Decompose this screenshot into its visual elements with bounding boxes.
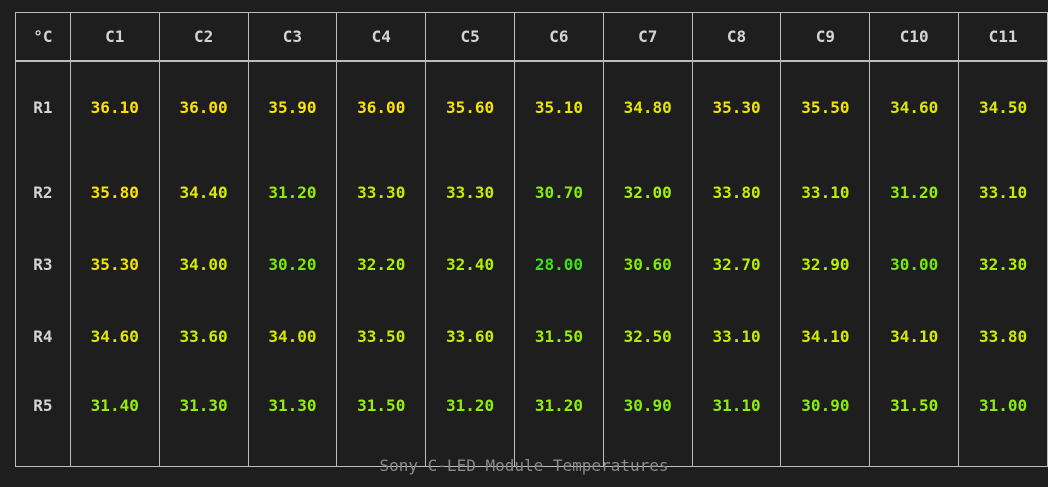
temperature-cell: 31.30 <box>247 372 338 467</box>
temperature-cell: 30.70 <box>513 156 604 228</box>
temperature-cell: 31.20 <box>425 372 515 467</box>
temperature-cell: 31.50 <box>336 372 427 467</box>
temperature-cell: 30.60 <box>602 228 693 300</box>
temperature-cell: 34.10 <box>780 300 871 372</box>
row-header: R2 <box>15 156 71 228</box>
column-header: C11 <box>958 12 1048 62</box>
temperature-cell: 31.50 <box>513 300 604 372</box>
temperature-cell: 31.40 <box>69 372 160 467</box>
row-header: R4 <box>15 300 71 372</box>
temperature-cell: 33.30 <box>425 156 515 228</box>
temperature-cell: 34.50 <box>958 60 1048 156</box>
column-header: C1 <box>69 12 160 62</box>
temperature-cell: 35.10 <box>513 60 604 156</box>
column-header: C2 <box>158 12 249 62</box>
temperature-cell: 31.20 <box>513 372 604 467</box>
table-row: R3 35.30 34.00 30.20 32.20 32.40 28.00 30.60 32.… <box>15 228 1048 300</box>
temperature-cell: 30.00 <box>869 228 960 300</box>
temperature-cell: 33.80 <box>958 300 1048 372</box>
temperature-cell: 33.30 <box>336 156 427 228</box>
column-header: C9 <box>780 12 871 62</box>
column-header: C10 <box>869 12 960 62</box>
temperature-cell: 31.20 <box>869 156 960 228</box>
temperature-cell: 35.60 <box>425 60 515 156</box>
temperature-cell: 31.10 <box>691 372 782 467</box>
temperature-cell: 34.80 <box>602 60 693 156</box>
temperature-cell: 33.80 <box>691 156 782 228</box>
temperature-cell: 33.10 <box>958 156 1048 228</box>
temperature-cell: 34.00 <box>158 228 249 300</box>
temperature-cell: 32.20 <box>336 228 427 300</box>
temperature-cell: 35.80 <box>69 156 160 228</box>
temperature-cell: 34.40 <box>158 156 249 228</box>
row-header: R3 <box>15 228 71 300</box>
temperature-cell: 28.00 <box>513 228 604 300</box>
temperature-cell: 32.00 <box>602 156 693 228</box>
temperature-cell: 30.90 <box>780 372 871 467</box>
temperature-cell: 31.20 <box>247 156 338 228</box>
temperature-cell: 32.40 <box>425 228 515 300</box>
temperature-grid: °C C1 C2 C3 C4 C5 C6 C7 C8 C9 C10 C11 R1 36.10 36.00… <box>15 12 1048 467</box>
chart-title: Sony C-LED Module Temperatures <box>379 456 669 475</box>
table-row: R5 31.40 31.30 31.30 31.50 31.20 31.20 30.90 31.… <box>15 372 1048 467</box>
corner-unit-label: °C <box>15 12 71 62</box>
table-row: R1 36.10 36.00 35.90 36.00 35.60 35.10 34.80 35.… <box>15 60 1048 156</box>
temperature-cell: 35.30 <box>69 228 160 300</box>
temperature-cell: 33.10 <box>691 300 782 372</box>
temperature-cell: 33.60 <box>158 300 249 372</box>
temperature-cell: 33.10 <box>780 156 871 228</box>
column-header: C5 <box>425 12 515 62</box>
temperature-cell: 31.00 <box>958 372 1048 467</box>
temperature-cell: 33.60 <box>425 300 515 372</box>
row-header: R1 <box>15 60 71 156</box>
temperature-cell: 35.90 <box>247 60 338 156</box>
temperature-cell: 34.60 <box>69 300 160 372</box>
temperature-cell: 36.00 <box>158 60 249 156</box>
column-header: C8 <box>691 12 782 62</box>
temperature-cell: 32.30 <box>958 228 1048 300</box>
table-row: R4 34.60 33.60 34.00 33.50 33.60 31.50 32.50 33.… <box>15 300 1048 372</box>
temperature-cell: 30.90 <box>602 372 693 467</box>
temperature-cell: 35.50 <box>780 60 871 156</box>
temperature-cell: 34.60 <box>869 60 960 156</box>
table-row: R2 35.80 34.40 31.20 33.30 33.30 30.70 32.00 33.… <box>15 156 1048 228</box>
temperature-cell: 32.90 <box>780 228 871 300</box>
column-header: C7 <box>602 12 693 62</box>
row-header: R5 <box>15 372 71 467</box>
temperature-cell: 31.30 <box>158 372 249 467</box>
temperature-cell: 32.70 <box>691 228 782 300</box>
column-header: C4 <box>336 12 427 62</box>
temperature-cell: 35.30 <box>691 60 782 156</box>
temperature-cell: 36.00 <box>336 60 427 156</box>
column-header: C6 <box>513 12 604 62</box>
temperature-cell: 30.20 <box>247 228 338 300</box>
temperature-cell: 32.50 <box>602 300 693 372</box>
temperature-cell: 33.50 <box>336 300 427 372</box>
temperature-cell: 36.10 <box>69 60 160 156</box>
temperature-cell: 31.50 <box>869 372 960 467</box>
column-header: C3 <box>247 12 338 62</box>
temperature-cell: 34.00 <box>247 300 338 372</box>
header-row: °C C1 C2 C3 C4 C5 C6 C7 C8 C9 C10 C11 <box>15 12 1048 62</box>
temperature-cell: 34.10 <box>869 300 960 372</box>
